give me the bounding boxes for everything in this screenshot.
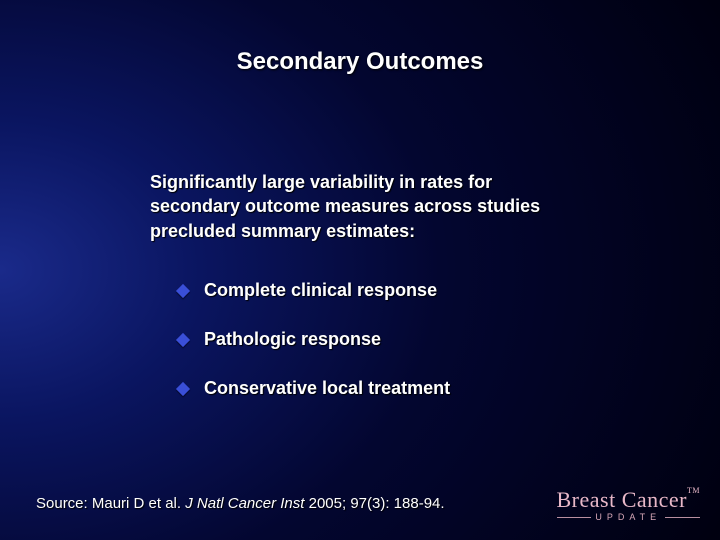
list-item: Pathologic response — [178, 329, 598, 350]
bullet-list: Complete clinical response Pathologic re… — [178, 280, 598, 427]
list-item: Complete clinical response — [178, 280, 598, 301]
logo-name: Breast Cancer — [557, 487, 688, 512]
brand-logo: Breast CancerTM UPDATE — [557, 489, 701, 522]
bullet-text: Pathologic response — [204, 329, 381, 350]
bullet-text: Complete clinical response — [204, 280, 437, 301]
logo-divider-icon — [557, 517, 592, 518]
source-suffix: 2005; 97(3): 188-94. — [309, 495, 445, 512]
source-journal: J Natl Cancer Inst — [185, 495, 308, 512]
source-citation: Source: Mauri D et al. J Natl Cancer Ins… — [36, 495, 445, 512]
trademark-icon: TM — [687, 486, 700, 495]
intro-paragraph: Significantly large variability in rates… — [150, 170, 580, 243]
list-item: Conservative local treatment — [178, 378, 598, 399]
bullet-text: Conservative local treatment — [204, 378, 450, 399]
logo-divider-icon — [665, 517, 700, 518]
diamond-bullet-icon — [176, 332, 190, 346]
logo-sub-text: UPDATE — [591, 513, 665, 522]
logo-main-text: Breast CancerTM — [557, 489, 701, 511]
diamond-bullet-icon — [176, 283, 190, 297]
diamond-bullet-icon — [176, 381, 190, 395]
logo-subline: UPDATE — [557, 513, 701, 522]
slide-title: Secondary Outcomes — [0, 48, 720, 76]
source-prefix: Source: Mauri D et al. — [36, 495, 185, 512]
